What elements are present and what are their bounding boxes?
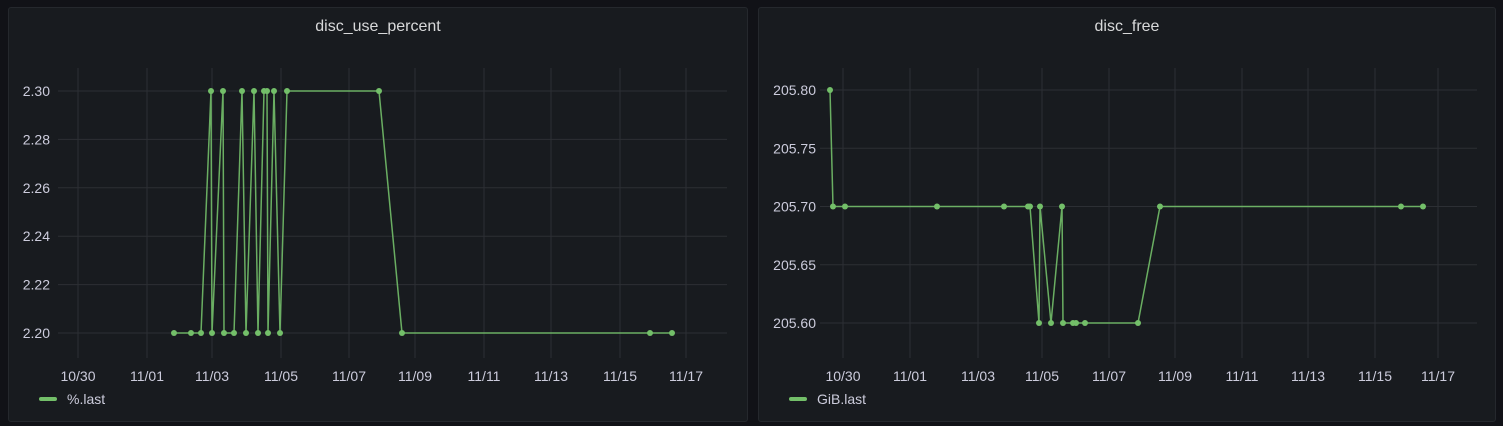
panel-title[interactable]: disc_free [1094,18,1160,35]
legend-swatch-icon [39,397,57,401]
legend-label[interactable]: GiB.last [817,391,867,407]
legend-swatch-icon [789,397,807,401]
legend-label[interactable]: %.last [67,391,106,407]
legend: %.last [39,391,105,407]
panel-disc-free: disc_free GiB.last [758,7,1496,422]
panel-title[interactable]: disc_use_percent [315,18,441,35]
panel-disc-use-percent: disc_use_percent %.last [8,7,748,422]
legend: GiB.last [789,391,866,407]
